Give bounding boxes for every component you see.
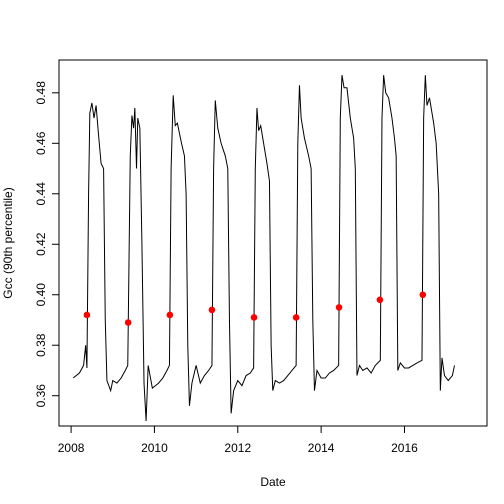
y-tick-label: 0.36: [34, 384, 48, 408]
point: [376, 296, 384, 304]
point: [124, 319, 132, 326]
x-axis-label: Date: [260, 475, 286, 489]
x-tick-label: 2010: [141, 441, 168, 455]
point: [335, 304, 343, 311]
point: [208, 306, 216, 314]
y-tick-label: 0.42: [34, 232, 48, 256]
y-tick-label: 0.40: [34, 283, 48, 307]
y-axis-label: Gcc (90th percentile): [1, 187, 15, 298]
point: [83, 311, 91, 319]
y-tick-label: 0.48: [34, 81, 48, 105]
gcc-line: [72, 75, 455, 421]
y-tick-label: 0.38: [34, 333, 48, 357]
x-tick-label: 2014: [308, 441, 335, 455]
x-tick-label: 2008: [58, 441, 85, 455]
plot-frame: [58, 59, 488, 427]
x-tick-label: 2012: [224, 441, 251, 455]
y-tick-label: 0.44: [34, 182, 48, 206]
point: [292, 314, 300, 321]
point: [419, 291, 427, 299]
x-tick-label: 2016: [391, 441, 418, 455]
point: [166, 311, 174, 319]
y-tick-label: 0.46: [34, 131, 48, 155]
point: [250, 314, 258, 321]
